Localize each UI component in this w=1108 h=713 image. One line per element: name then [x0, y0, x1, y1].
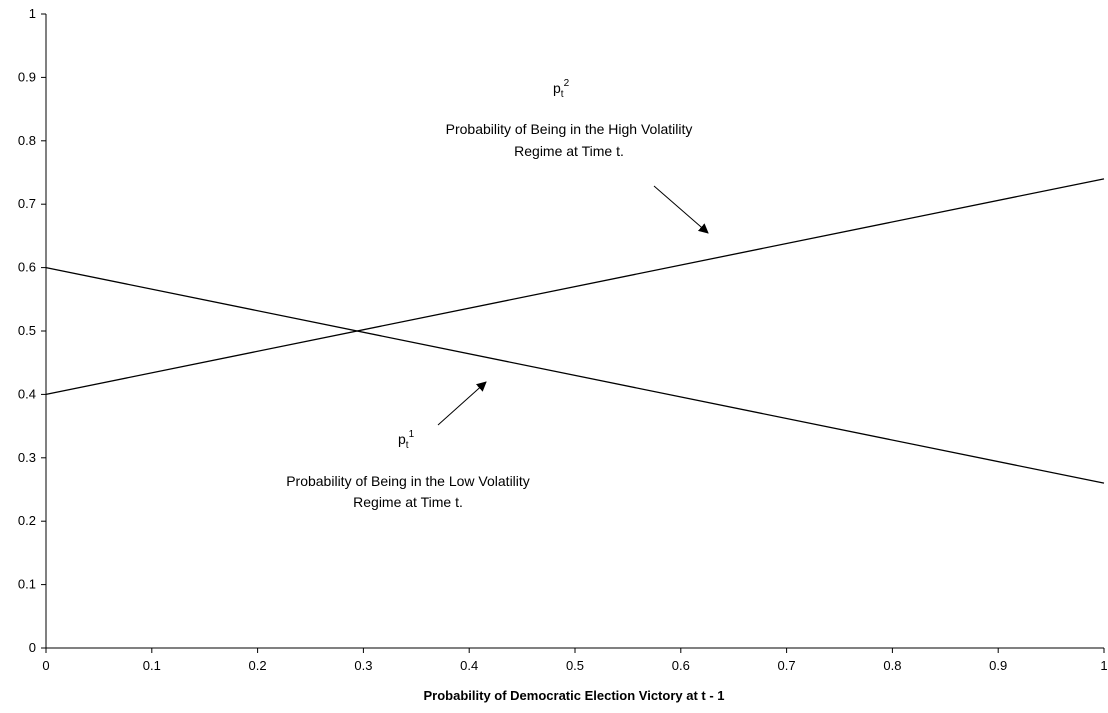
annotation-low-line1: Probability of Being in the Low Volatili…: [286, 473, 530, 489]
annotation-high-line1: Probability of Being in the High Volatil…: [446, 121, 693, 137]
y-axis-ticks: 0 0.1 0.2 0.3 0.4 0.5 0.6 0.7 0.8 0.9 1: [18, 6, 46, 655]
y-tick-label: 0.6: [18, 260, 36, 275]
y-tick-label: 0.9: [18, 69, 36, 84]
y-tick-label: 0.7: [18, 196, 36, 211]
x-axis-title: Probability of Democratic Election Victo…: [424, 688, 725, 703]
annotation-low-arrow: [437, 381, 487, 426]
annotation-high-arrow: [653, 185, 709, 234]
annotation-low-line2: Regime at Time t.: [353, 494, 463, 510]
y-tick-label: 0.4: [18, 386, 36, 401]
annotation-high-symbol: pt2: [553, 78, 570, 100]
x-tick-label: 0.3: [354, 658, 372, 673]
y-tick-label: 0.3: [18, 450, 36, 465]
x-tick-label: 0.8: [883, 658, 901, 673]
x-tick-label: 0.5: [566, 658, 584, 673]
annotation-high-line2: Regime at Time t.: [514, 143, 624, 159]
y-tick-label: 0.5: [18, 323, 36, 338]
series-low-volatility-line: [45, 266, 1105, 484]
y-tick-label: 0: [29, 640, 36, 655]
x-tick-label: 0.7: [778, 658, 796, 673]
x-tick-label: 0.2: [249, 658, 267, 673]
y-tick-label: 0.2: [18, 513, 36, 528]
x-tick-label: 0.9: [989, 658, 1007, 673]
annotation-low-symbol: pt1: [398, 429, 415, 451]
x-tick-label: 1: [1100, 658, 1107, 673]
x-tick-label: 0.6: [672, 658, 690, 673]
y-tick-label: 0.1: [18, 577, 36, 592]
y-tick-label: 1: [29, 6, 36, 21]
x-tick-label: 0: [42, 658, 49, 673]
series-layer: [45, 178, 1105, 484]
x-tick-label: 0.4: [460, 658, 478, 673]
x-tick-label: 0.1: [143, 658, 161, 673]
series-high-volatility-line: [45, 178, 1105, 396]
y-tick-label: 0.8: [18, 133, 36, 148]
x-axis-ticks: 0 0.1 0.2 0.3 0.4 0.5 0.6 0.7 0.8 0.9 1: [42, 648, 1108, 673]
